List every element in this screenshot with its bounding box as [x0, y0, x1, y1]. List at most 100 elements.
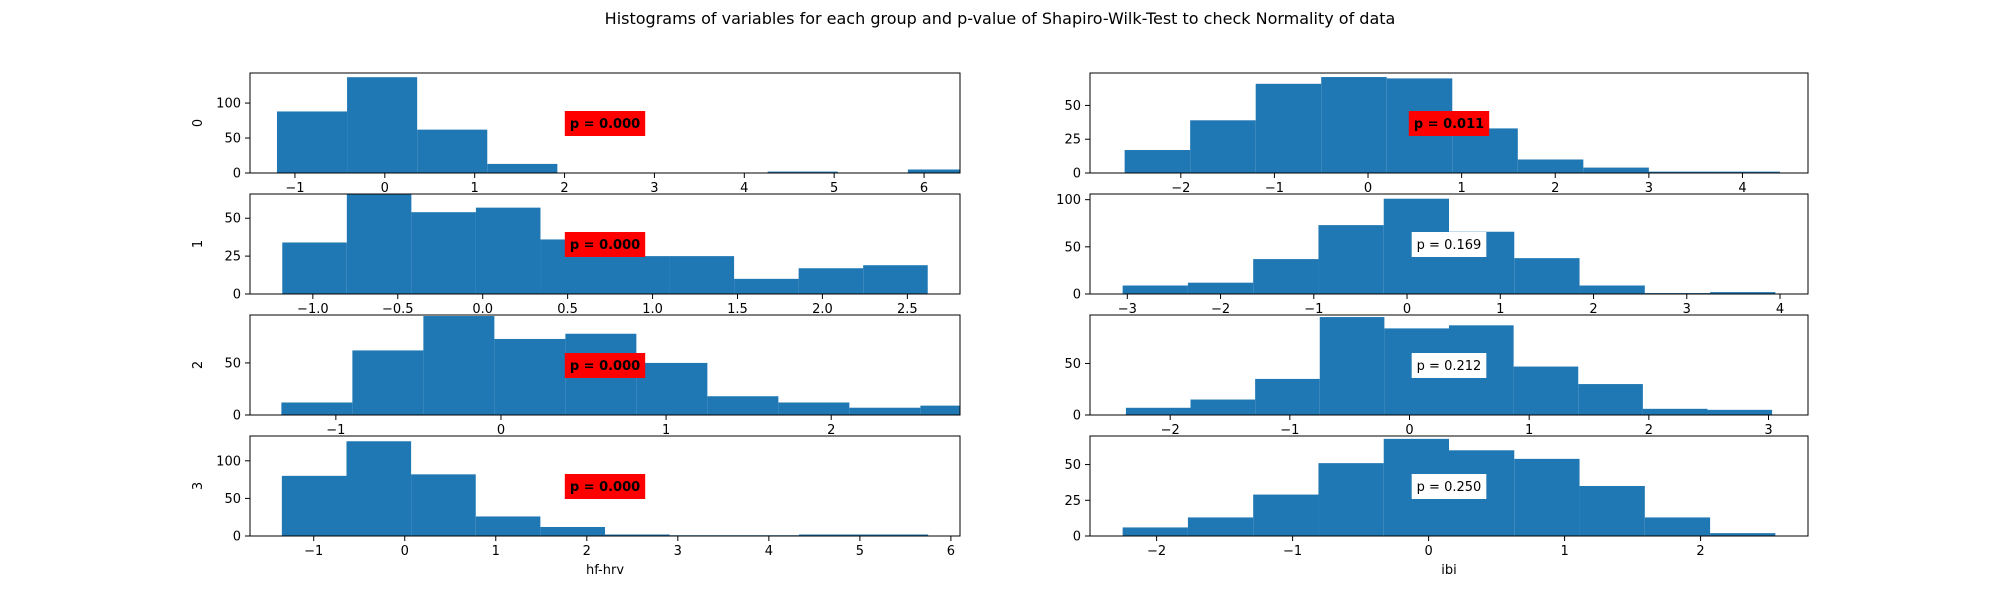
x-tick-label: 3 — [1764, 423, 1772, 438]
histogram-bar — [798, 268, 864, 294]
shapiro-p-value-annotation: p = 0.000 — [564, 353, 646, 378]
shapiro-p-value-annotation: p = 0.000 — [564, 474, 646, 499]
y-axis-label: 2 — [191, 361, 206, 369]
y-tick-label: 25 — [1064, 133, 1081, 148]
histogram-bar — [1579, 486, 1645, 536]
bars — [281, 441, 929, 536]
y-tick-label: 50 — [1064, 240, 1081, 255]
histogram-panel-ibi-group-0: −2 −1 0 1 2 3 4 0 25 50 p = 0.011 — [1064, 72, 1809, 196]
histogram-bar — [347, 77, 418, 173]
annotation-text: p = 0.000 — [570, 480, 640, 495]
axes-frame — [249, 314, 961, 416]
histogram-bar — [1648, 171, 1715, 173]
histogram-bar — [707, 396, 779, 415]
x-tick-label: 3 — [1645, 181, 1653, 196]
histogram-panel-hf-hrv-group-2: −1 0 1 2 0 50 2 p = 0.000 — [191, 314, 961, 438]
histogram-bar — [1579, 285, 1645, 294]
annotation-box — [564, 353, 646, 378]
x-tick-label: 0 — [381, 181, 389, 196]
histogram-bar — [798, 534, 864, 536]
histogram-panel-ibi-group-3: −2 −1 0 1 2 0 25 50 ibi p = 0.250 — [1064, 435, 1809, 578]
histogram-bar — [1253, 259, 1319, 294]
y-tick-label: 100 — [1056, 193, 1081, 208]
histogram-bar — [1644, 517, 1711, 536]
annotation-text: p = 0.250 — [1417, 480, 1482, 495]
x-tick-label: 1 — [1496, 302, 1504, 317]
histogram-bar — [767, 171, 838, 173]
histogram-bar — [540, 526, 605, 536]
histogram-bar — [1125, 407, 1191, 415]
x-tick-label: 6 — [920, 181, 928, 196]
bars — [281, 316, 960, 415]
histogram-bar — [920, 405, 960, 415]
histogram-bar — [863, 534, 929, 536]
histogram-bar — [1514, 258, 1580, 294]
x-tick-label: −1 — [1265, 181, 1284, 196]
histogram-bar — [475, 207, 541, 294]
axes-frame — [1089, 193, 1809, 295]
histogram-bar — [423, 316, 495, 415]
figure-title: Histograms of variables for each group a… — [605, 9, 1396, 28]
x-tick-label: −3 — [1118, 302, 1137, 317]
histogram-bar — [1124, 150, 1191, 173]
x-tick-label: 3 — [650, 181, 658, 196]
annotation-box — [564, 232, 646, 257]
annotation-box — [564, 474, 646, 499]
histogram-panel-ibi-group-1: −3 −2 −1 0 1 2 3 4 0 50 100 p = 0.169 — [1056, 193, 1809, 317]
histogram-bar — [1318, 225, 1384, 294]
x-tick-label: 6 — [947, 544, 955, 559]
axes-frame — [249, 435, 961, 537]
x-tick-label: −2 — [1147, 544, 1166, 559]
histogram-bar — [1714, 171, 1780, 173]
annotation-box — [1411, 353, 1487, 378]
x-tick-label: 1 — [1525, 423, 1533, 438]
y-axis-label: 1 — [191, 240, 206, 248]
x-tick-label: 1 — [492, 544, 500, 559]
x-tick-label: −2 — [1161, 423, 1180, 438]
histogram-bar — [1517, 159, 1584, 173]
histogram-bar — [1253, 494, 1319, 536]
histogram-bar — [1710, 292, 1776, 294]
annotation-text: p = 0.000 — [570, 117, 640, 132]
y-tick-label: 50 — [224, 132, 241, 147]
y-tick-label: 50 — [224, 356, 241, 371]
histogram-bar — [636, 362, 708, 415]
histogram-bar — [411, 212, 476, 294]
histogram-bar — [1642, 408, 1708, 415]
x-tick-label: −1 — [1280, 423, 1299, 438]
histogram-bar — [605, 534, 670, 536]
x-tick-label: 4 — [1738, 181, 1746, 196]
annotation-box — [1408, 111, 1490, 136]
x-tick-label: −1.0 — [297, 302, 329, 317]
histogram-bar — [1255, 378, 1320, 415]
shapiro-p-value-annotation: p = 0.000 — [564, 232, 646, 257]
histogram-bar — [605, 256, 670, 294]
histogram-bar — [417, 129, 488, 173]
x-tick-label: 2.5 — [897, 302, 918, 317]
histogram-bar — [475, 516, 541, 536]
x-tick-label: 1 — [471, 181, 479, 196]
histogram-bar — [1707, 409, 1773, 415]
annotation-box — [564, 111, 646, 136]
x-tick-label: 4 — [1776, 302, 1784, 317]
x-tick-label: 5 — [856, 544, 864, 559]
x-tick-label: 0 — [1403, 302, 1411, 317]
histogram-bar — [849, 407, 921, 415]
x-tick-label: −2 — [1211, 302, 1230, 317]
x-tick-label: 1 — [1560, 544, 1568, 559]
histogram-bar — [346, 194, 412, 294]
histogram-bar — [281, 475, 347, 536]
x-tick-label: 4 — [765, 544, 773, 559]
x-tick-label: −1 — [326, 423, 345, 438]
annotation-text: p = 0.212 — [1417, 359, 1482, 374]
x-tick-label: 0 — [1405, 423, 1413, 438]
histogram-bar — [487, 163, 558, 173]
histogram-bar — [276, 111, 348, 173]
x-tick-label: 1 — [662, 423, 670, 438]
shapiro-p-value-annotation: p = 0.011 — [1408, 111, 1490, 136]
annotation-text: p = 0.011 — [1414, 117, 1484, 132]
axes-frame — [1089, 435, 1809, 537]
x-axis-label: hf-hrv — [586, 563, 624, 578]
y-tick-label: 50 — [1064, 99, 1081, 114]
